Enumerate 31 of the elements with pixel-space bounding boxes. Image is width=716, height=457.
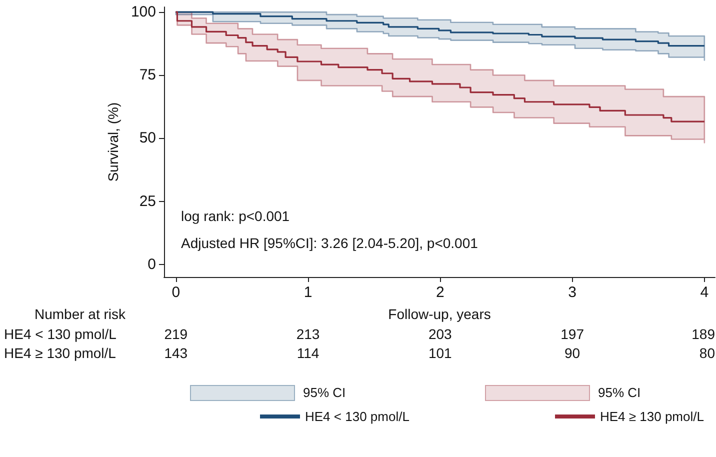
y-tick-label: 100 [130, 4, 156, 21]
x-tick-label: 3 [568, 284, 576, 301]
x-tick-label: 1 [304, 284, 312, 301]
text: 80 [699, 345, 716, 361]
annotation: Adjusted HR [95%CI]: 3.26 [2.04-5.20], p<0.001 [181, 235, 478, 251]
text: 203 [428, 326, 452, 342]
text: HE4 < 130 pmol/L [4, 326, 117, 342]
text: 90 [564, 345, 580, 361]
y-tick-label: 50 [139, 130, 156, 147]
text: Number at risk [34, 306, 127, 322]
text: 143 [164, 345, 188, 361]
text: 114 [296, 345, 320, 361]
annotation: log rank: p<0.001 [181, 208, 290, 224]
y-tick-label: 75 [139, 66, 156, 84]
text: 95% CI [303, 385, 346, 400]
y-axis-title: Survival, (%) [105, 102, 122, 182]
x-axis-title: Follow-up, years [388, 306, 491, 322]
x-tick-label: 0 [172, 284, 180, 301]
legend-label: HE4 < 130 pmol/L [305, 409, 410, 424]
text: 213 [296, 326, 320, 342]
text: 95% CI [598, 385, 641, 400]
y-tick-label: 0 [148, 256, 156, 273]
y-tick-label: 25 [139, 192, 156, 210]
legend-label: HE4 ≥ 130 pmol/L [600, 409, 704, 424]
x-tick-label: 2 [436, 284, 444, 301]
text: 101 [428, 345, 452, 361]
text: 219 [164, 326, 188, 342]
x-tick-label: 4 [700, 284, 709, 301]
text: HE4 ≥ 130 pmol/L [4, 345, 116, 361]
text: 189 [692, 326, 716, 342]
text: 197 [560, 326, 584, 342]
